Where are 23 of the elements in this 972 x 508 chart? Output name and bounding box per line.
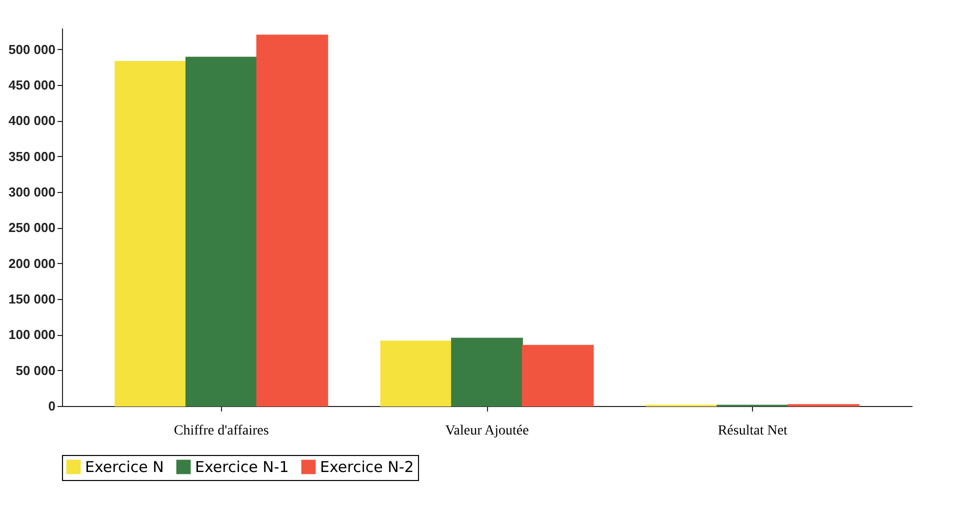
legend-label: Exercice N — [85, 458, 164, 476]
bar — [185, 56, 258, 406]
y-tick-label: 450 000 — [8, 78, 56, 93]
x-tick-label: Résultat Net — [718, 424, 788, 438]
y-tick-label: 250 000 — [8, 220, 56, 236]
legend-label: Exercice N-1 — [195, 458, 289, 476]
bar — [522, 344, 594, 406]
y-tick-label: 350 000 — [8, 148, 56, 164]
y-tick-label: 150 000 — [8, 292, 56, 307]
x-tick-label: Valeur Ajoutée — [445, 424, 529, 438]
y-tick-label: 500 000 — [8, 42, 56, 57]
legend-label: Exercice N-2 — [320, 458, 414, 476]
bar — [114, 61, 186, 406]
bar — [451, 338, 523, 406]
y-tick-label: 400 000 — [8, 113, 56, 128]
y-tick-label: 0 — [48, 398, 56, 414]
x-tick-label: Chiffre d'affaires — [174, 424, 269, 438]
y-tick-label: 300 000 — [8, 184, 56, 200]
y-tick-label: 50 000 — [16, 362, 56, 378]
bar — [380, 340, 452, 406]
y-tick-label: 200 000 — [8, 256, 56, 271]
y-tick-label: 100 000 — [8, 327, 56, 342]
bar — [256, 34, 328, 406]
